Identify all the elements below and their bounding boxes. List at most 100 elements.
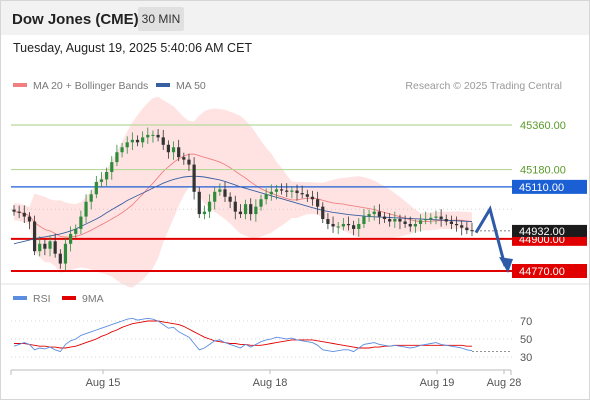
candle-body [372,211,376,215]
candle-body [393,219,397,222]
candle-body [341,223,345,227]
candle-body [130,139,134,143]
candle-body [357,223,361,229]
candle-body [249,204,253,215]
candle-body [218,189,222,192]
x-tick-label: Aug 15 [86,377,121,389]
price-level-tag [512,264,587,278]
rsi-line [13,317,473,353]
ma50-line [13,175,473,245]
candle-body [115,152,119,163]
candle-body [48,241,52,249]
candle-body [69,233,73,244]
candle-body [454,223,459,226]
candle-body [223,189,227,197]
candle-body [352,225,356,229]
candle-body [285,190,289,192]
candle-body [105,172,109,180]
candle-body [243,204,248,215]
candle-body [202,211,207,215]
candle-body [53,241,57,254]
candle-body [182,157,186,160]
header-bar: Dow Jones (CME) 30 MIN [1,1,589,35]
candle-body [254,206,258,215]
candle-body [94,181,98,195]
candle-body [22,212,26,217]
timestamp: Tuesday, August 19, 2025 5:40:06 AM CET [13,41,253,55]
candle-body [382,216,387,220]
timeframe-button[interactable]: 30 MIN [138,7,184,31]
rsi-level-label: 70 [520,316,532,328]
candle-body [192,164,196,192]
candle-body [403,221,407,224]
candle-body [259,199,263,207]
candle-body [331,223,335,227]
legend-9ma-label: 9MA [82,293,104,305]
x-tick-label: Aug 18 [253,377,288,389]
candle-body [274,189,279,192]
candle-body [207,201,212,212]
price-level-label: 45180.00 [520,165,566,177]
copyright: Research © 2025 Trading Central [405,80,562,92]
candle-body [295,190,299,194]
ma9-swatch [62,296,76,301]
candle-body [424,219,428,221]
candle-body [110,162,114,173]
legend-rsi-label: RSI [33,293,51,305]
candle-body [326,219,330,224]
candle-body [58,253,62,264]
candle-body [89,194,93,202]
candle-body [336,226,340,228]
candle-body [79,216,83,229]
candle-body [63,243,68,264]
candle-body [171,147,176,153]
rsi-swatch [13,296,27,301]
candle-body [146,134,150,138]
price-level-label: 45360.00 [520,120,566,132]
forecast-arrow [474,205,507,267]
candle-body [269,191,273,195]
candle-body [187,159,191,165]
candle-body [228,196,232,202]
instrument-title: Dow Jones (CME) [12,11,139,28]
candle-body [279,189,284,191]
candle-body [300,193,304,195]
candle-body [413,223,417,227]
candle-body [346,223,351,226]
candle-body [305,194,309,197]
legend-9ma: 9MA [62,293,104,305]
legend-ma50-label: MA 50 [176,80,206,92]
candle-body [398,219,402,222]
current-price-label: 44932.00 [519,226,565,238]
legend-ma20-label: MA 20 + Bollinger Bands [33,80,149,92]
ma20-swatch [13,83,27,88]
candle-body [439,216,443,220]
candle-body [465,227,469,231]
candle-body [388,219,392,222]
legend-ma20: MA 20 + Bollinger Bands [13,80,148,92]
candle-body [444,219,448,222]
candle-body [213,191,217,202]
candle-body [84,201,88,217]
rsi-level-label: 50 [520,334,532,346]
candle-body [316,199,320,207]
legend-ma50: MA 50 [156,80,206,92]
candle-body [38,243,42,252]
rsi-level-label: 30 [520,352,532,364]
candle-body [141,137,145,143]
candle-body [418,220,423,224]
candle-body [151,134,155,136]
candle-body [310,196,315,200]
candle-body [166,144,170,153]
candle-body [434,216,438,218]
x-tick-label: Aug 19 [420,377,455,389]
candle-body [362,216,366,224]
x-tick-label: Aug 28 [487,377,522,389]
candle-body [321,206,325,220]
candle-body [408,223,412,227]
legend-rsi: RSI [13,293,51,305]
candle-body [449,221,454,224]
forecast-arrowhead [499,257,513,274]
candle-body [12,209,16,212]
